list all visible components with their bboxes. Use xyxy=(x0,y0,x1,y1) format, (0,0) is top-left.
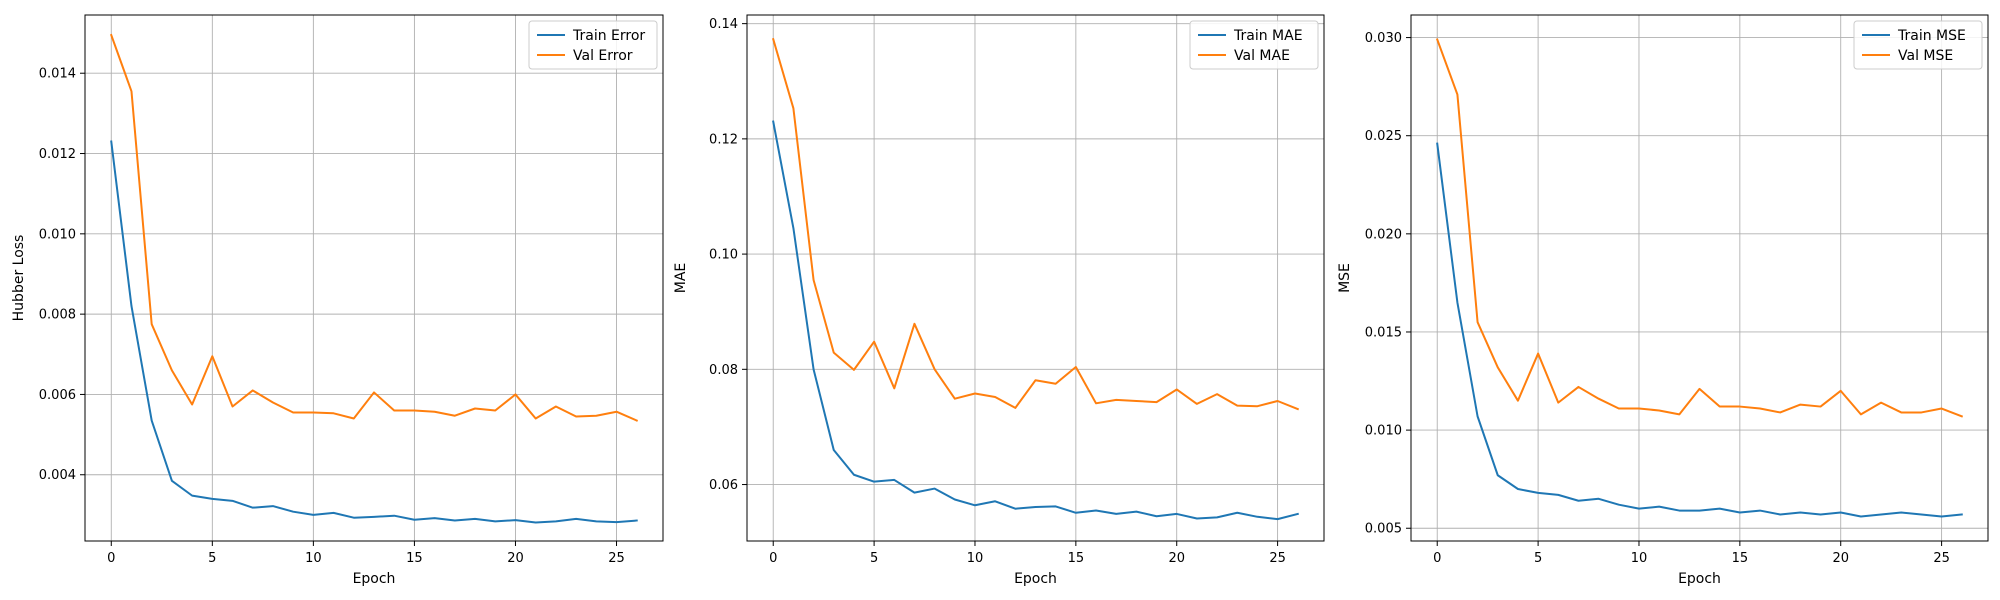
x-tick-label: 15 xyxy=(406,551,423,566)
y-tick-label: 0.08 xyxy=(709,363,738,378)
y-tick-label: 0.14 xyxy=(709,17,738,32)
y-tick-label: 0.06 xyxy=(709,478,738,493)
legend: Train MSE Val MSE xyxy=(1853,20,1983,70)
y-tick-label: 0.010 xyxy=(39,227,76,242)
x-tick-label: 5 xyxy=(870,551,878,566)
legend: Train MAE Val MAE xyxy=(1189,20,1319,70)
legend-label: Train Error xyxy=(572,28,645,44)
x-axis-label: Epoch xyxy=(1678,571,1721,587)
axes-frame xyxy=(84,14,664,542)
y-tick-label: 0.010 xyxy=(1365,424,1402,439)
y-tick-label: 0.10 xyxy=(709,248,738,263)
legend-label: Train MAE xyxy=(1233,28,1303,44)
legend-label: Val MSE xyxy=(1898,48,1953,64)
legend-box xyxy=(1853,20,1983,70)
series-line-train-error xyxy=(110,140,638,524)
x-tick-label: 10 xyxy=(305,551,322,566)
legend-label: Val MAE xyxy=(1234,48,1290,64)
axes-frame xyxy=(1410,14,1989,542)
legend-box xyxy=(528,20,658,70)
series-line-train-mae xyxy=(772,120,1299,521)
y-tick-label: 0.014 xyxy=(39,67,76,82)
x-tick-label: 20 xyxy=(1168,551,1185,566)
y-tick-label: 0.005 xyxy=(1365,522,1402,537)
x-tick-label: 25 xyxy=(608,551,625,566)
y-tick-label: 0.12 xyxy=(709,132,738,147)
axes-frame xyxy=(746,14,1325,542)
x-tick-label: 0 xyxy=(107,551,115,566)
y-tick-label: 0.025 xyxy=(1365,129,1402,144)
chart-panel-2: 0 5 10 15 20 25 0.06 0.08 0.10 0.12 0.14 Epoch MAE Tr… xyxy=(673,14,1325,587)
x-tick-label: 15 xyxy=(1068,551,1085,566)
x-tick-label: 0 xyxy=(769,551,777,566)
y-axis-label: MAE xyxy=(673,263,689,294)
y-tick-label: 0.020 xyxy=(1365,227,1402,242)
x-tick-label: 0 xyxy=(1433,551,1441,566)
y-tick-label: 0.008 xyxy=(39,308,76,323)
x-tick-label: 25 xyxy=(1269,551,1286,566)
series-line-val-mae xyxy=(771,37,1300,411)
x-axis-label: Epoch xyxy=(1014,571,1057,587)
x-tick-label: 10 xyxy=(1631,551,1648,566)
legend: Train Error Val Error xyxy=(528,20,658,70)
chart-panel-1: 0 5 10 15 20 25 0.004 0.006 0.008 0.010 0.012 0.014… xyxy=(11,14,664,587)
y-tick-label: 0.006 xyxy=(39,388,76,403)
series-line-train-mse xyxy=(1436,142,1963,518)
x-axis-label: Epoch xyxy=(353,571,396,587)
x-tick-label: 10 xyxy=(967,551,984,566)
series-line-val-mse xyxy=(1435,38,1964,418)
x-tick-label: 5 xyxy=(1534,551,1542,566)
legend-box xyxy=(1189,20,1319,70)
legend-label: Train MSE xyxy=(1897,28,1966,44)
series-line-val-error xyxy=(109,33,639,422)
x-tick-label: 20 xyxy=(507,551,524,566)
x-tick-label: 25 xyxy=(1933,551,1950,566)
y-tick-label: 0.012 xyxy=(39,147,76,162)
y-tick-label: 0.015 xyxy=(1365,325,1402,340)
x-tick-label: 20 xyxy=(1832,551,1849,566)
y-tick-label: 0.004 xyxy=(39,468,76,483)
y-axis-label: Hubber Loss xyxy=(11,235,27,322)
x-tick-label: 15 xyxy=(1732,551,1749,566)
chart-panel-3: 0 5 10 15 20 25 0.005 0.010 0.015 0.020 0.025 0.030… xyxy=(1337,14,1989,587)
y-tick-label: 0.030 xyxy=(1365,31,1402,46)
x-tick-label: 5 xyxy=(208,551,216,566)
legend-label: Val Error xyxy=(573,48,633,64)
y-axis-label: MSE xyxy=(1337,263,1353,293)
